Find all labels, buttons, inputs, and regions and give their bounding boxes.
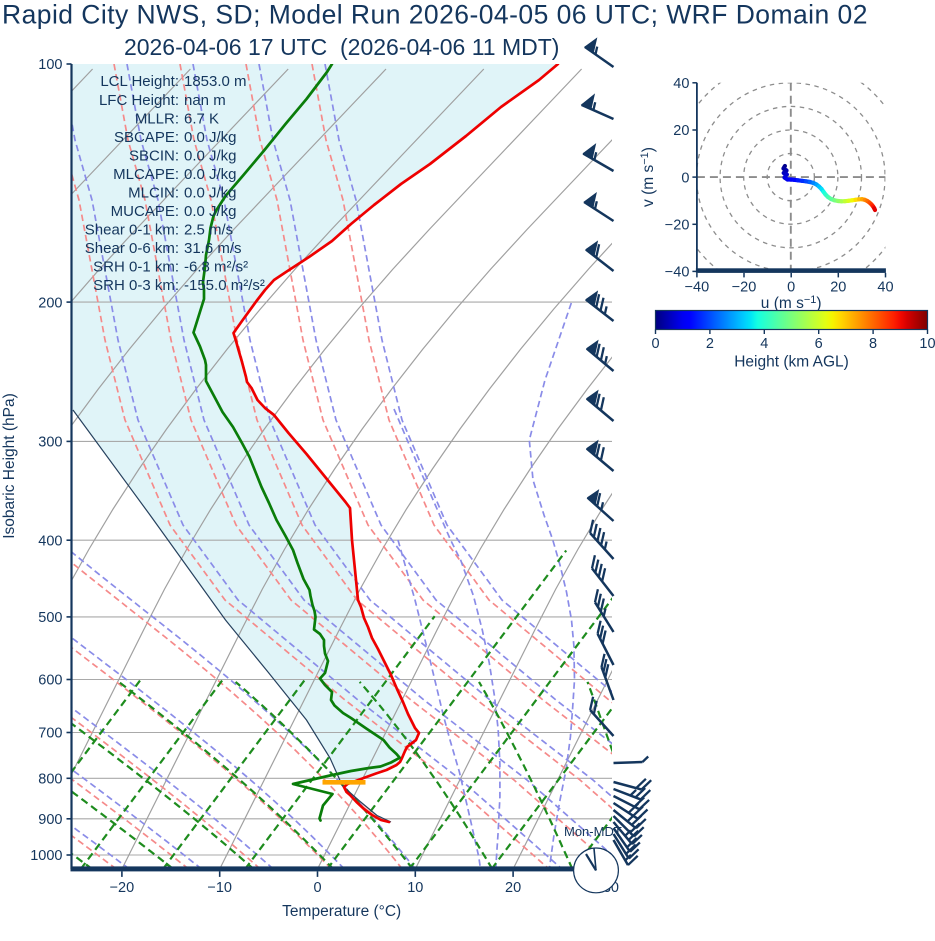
svg-text:−40: −40 [685,280,710,296]
svg-text:0: 0 [313,880,321,896]
svg-text:nan m: nan m [184,92,226,109]
svg-text:900: 900 [38,812,62,828]
svg-text:20: 20 [830,280,846,296]
svg-text:600: 600 [38,673,62,689]
svg-text:0.0 J/kg: 0.0 J/kg [184,147,237,164]
svg-text:800: 800 [38,772,62,788]
svg-text:−10: −10 [207,880,232,896]
svg-text:10: 10 [919,336,935,352]
svg-text:40: 40 [877,280,893,296]
svg-text:200: 200 [38,295,62,311]
svg-text:400: 400 [38,533,62,549]
svg-text:−20: −20 [110,880,135,896]
svg-text:Temperature (°C): Temperature (°C) [282,903,401,920]
svg-text:MLCIN:: MLCIN: [128,185,179,202]
svg-text:700: 700 [38,726,62,742]
svg-text:0.0 J/kg: 0.0 J/kg [184,166,237,183]
svg-text:-155.0 m²/s²: -155.0 m²/s² [184,277,265,294]
svg-text:Isobaric Height (hPa): Isobaric Height (hPa) [1,393,18,539]
svg-text:6.7 K: 6.7 K [184,110,219,127]
svg-text:1000: 1000 [30,848,62,864]
svg-text:300: 300 [38,435,62,451]
svg-text:−20: −20 [665,218,690,234]
svg-text:SBCIN:: SBCIN: [129,147,179,164]
svg-text:Shear 0-1 km:: Shear 0-1 km: [85,222,179,239]
svg-text:LCL Height:: LCL Height: [100,73,179,90]
svg-text:MLLR:: MLLR: [135,110,179,127]
svg-text:0.0 J/kg: 0.0 J/kg [184,129,237,146]
svg-text:0: 0 [681,170,689,186]
svg-text:6: 6 [815,336,823,352]
svg-text:Mon-MDT: Mon-MDT [564,824,622,839]
svg-text:2.5 m/s: 2.5 m/s [184,222,233,239]
svg-text:SRH 0-3 km:: SRH 0-3 km: [93,277,179,294]
svg-text:20: 20 [505,880,521,896]
svg-text:SBCAPE:: SBCAPE: [114,129,179,146]
svg-text:LFC Height:: LFC Height: [99,92,179,109]
svg-text:−20: −20 [732,280,757,296]
svg-text:Height (km AGL): Height (km AGL) [734,354,849,371]
svg-text:500: 500 [38,610,62,626]
svg-text:0.0 J/kg: 0.0 J/kg [184,203,237,220]
svg-text:0: 0 [787,280,795,296]
svg-text:2: 2 [706,336,714,352]
svg-text:Shear 0-6 km:: Shear 0-6 km: [85,240,179,257]
svg-text:4: 4 [760,336,768,352]
svg-text:SRH 0-1 km:: SRH 0-1 km: [93,259,179,276]
svg-text:−40: −40 [665,265,690,281]
svg-text:MLCAPE:: MLCAPE: [113,166,179,183]
svg-text:0.0 J/kg: 0.0 J/kg [184,185,237,202]
svg-text:1853.0 m: 1853.0 m [184,73,247,90]
svg-text:-6.8 m²/s²: -6.8 m²/s² [184,259,248,276]
svg-text:8: 8 [869,336,877,352]
svg-text:10: 10 [407,880,423,896]
svg-text:2026-04-06 17 UTC (2026-04-06: 2026-04-06 17 UTC (2026-04-06 11 MDT) [124,34,560,60]
svg-text:31.6 m/s: 31.6 m/s [184,240,242,257]
svg-text:40: 40 [673,76,689,92]
svg-text:20: 20 [673,123,689,139]
svg-text:0: 0 [651,336,659,352]
svg-text:Rapid City NWS, SD; Model Run: Rapid City NWS, SD; Model Run 2026-04-05… [2,0,868,30]
svg-text:MUCAPE:: MUCAPE: [111,203,179,220]
svg-text:100: 100 [38,57,62,73]
